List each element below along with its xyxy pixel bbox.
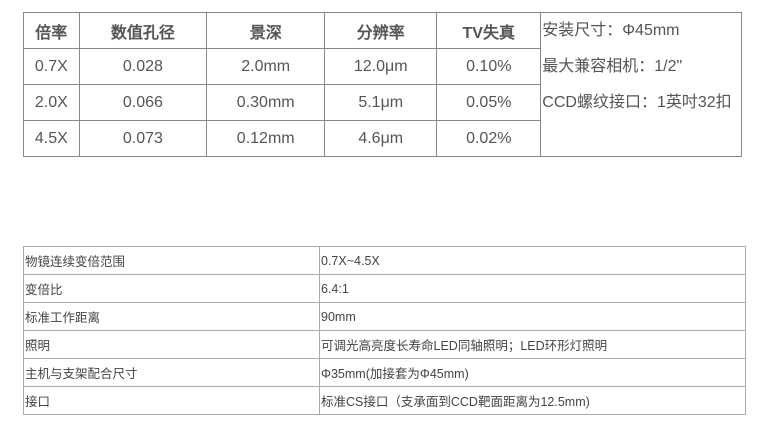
- table-cell: 0.12mm: [206, 120, 326, 157]
- table-cell: 0.066: [78, 84, 208, 121]
- table-cell: 0.05%: [436, 84, 542, 121]
- param-table: 物镜连续变倍范围 0.7X~4.5X 变倍比 6.4:1 标准工作距离 90mm 照明…: [23, 246, 746, 415]
- param-value: 标准CS接口（支承面到CCD靶面距离为12.5mm): [319, 386, 746, 415]
- param-value: 90mm: [319, 302, 746, 331]
- spec-table: 倍率 数值孔径 景深 分辨率 TV失真 安装尺寸：Φ45mm 最大兼容相机：1/…: [23, 12, 742, 157]
- table-row: 主机与支架配合尺寸 Φ35mm(加接套为Φ45mm): [23, 358, 746, 387]
- param-key: 接口: [23, 386, 320, 415]
- param-key: 标准工作距离: [23, 302, 320, 331]
- param-value: 可调光高亮度长寿命LED同轴照明；LED环形灯照明: [319, 330, 746, 359]
- table-row: 0.7X 0.028 2.0mm 12.0μm 0.10%: [23, 48, 742, 85]
- table-row: 照明 可调光高亮度长寿命LED同轴照明；LED环形灯照明: [23, 330, 746, 359]
- param-key: 照明: [23, 330, 320, 359]
- table-cell: 12.0μm: [324, 48, 438, 85]
- param-value: 0.7X~4.5X: [319, 246, 746, 275]
- table-row: 4.5X 0.073 0.12mm 4.6μm 0.02%: [23, 120, 742, 157]
- header-cell: 分辨率: [324, 12, 438, 49]
- table-cell: 0.10%: [436, 48, 542, 85]
- table-cell: 4.5X: [23, 120, 80, 157]
- table-header-row: 倍率 数值孔径 景深 分辨率 TV失真 安装尺寸：Φ45mm 最大兼容相机：1/…: [23, 12, 742, 157]
- table-cell: 0.028: [78, 48, 208, 85]
- header-cell: TV失真: [436, 12, 542, 49]
- table-cell: 2.0mm: [206, 48, 326, 85]
- table-cell: 0.073: [78, 120, 208, 157]
- param-key: 物镜连续变倍范围: [23, 246, 320, 275]
- table-row: 2.0X 0.066 0.30mm 5.1μm 0.05%: [23, 84, 742, 121]
- table-cell: 5.1μm: [324, 84, 438, 121]
- side-note: CCD螺纹接口：1英吋32扣: [542, 94, 732, 111]
- header-cell: 景深: [206, 12, 326, 49]
- side-note: 最大兼容相机：1/2": [542, 58, 683, 75]
- table-cell: 2.0X: [23, 84, 80, 121]
- table-cell: 0.02%: [436, 120, 542, 157]
- table-cell: 0.7X: [23, 48, 80, 85]
- param-key: 变倍比: [23, 274, 320, 303]
- table-row: 变倍比 6.4:1: [23, 274, 746, 303]
- table-cell: 4.6μm: [324, 120, 438, 157]
- table-row: 接口 标准CS接口（支承面到CCD靶面距离为12.5mm): [23, 386, 746, 415]
- param-key: 主机与支架配合尺寸: [23, 358, 320, 387]
- header-cell: 数值孔径: [78, 12, 208, 49]
- table-cell: 0.30mm: [206, 84, 326, 121]
- side-note: 安装尺寸：Φ45mm: [542, 22, 680, 39]
- param-value: 6.4:1: [319, 274, 746, 303]
- table-row: 标准工作距离 90mm: [23, 302, 746, 331]
- param-value: Φ35mm(加接套为Φ45mm): [319, 358, 746, 387]
- table-row: 物镜连续变倍范围 0.7X~4.5X: [23, 246, 746, 275]
- header-cell: 倍率: [23, 12, 80, 49]
- side-notes-cell: 安装尺寸：Φ45mm 最大兼容相机：1/2" CCD螺纹接口：1英吋32扣: [540, 12, 742, 157]
